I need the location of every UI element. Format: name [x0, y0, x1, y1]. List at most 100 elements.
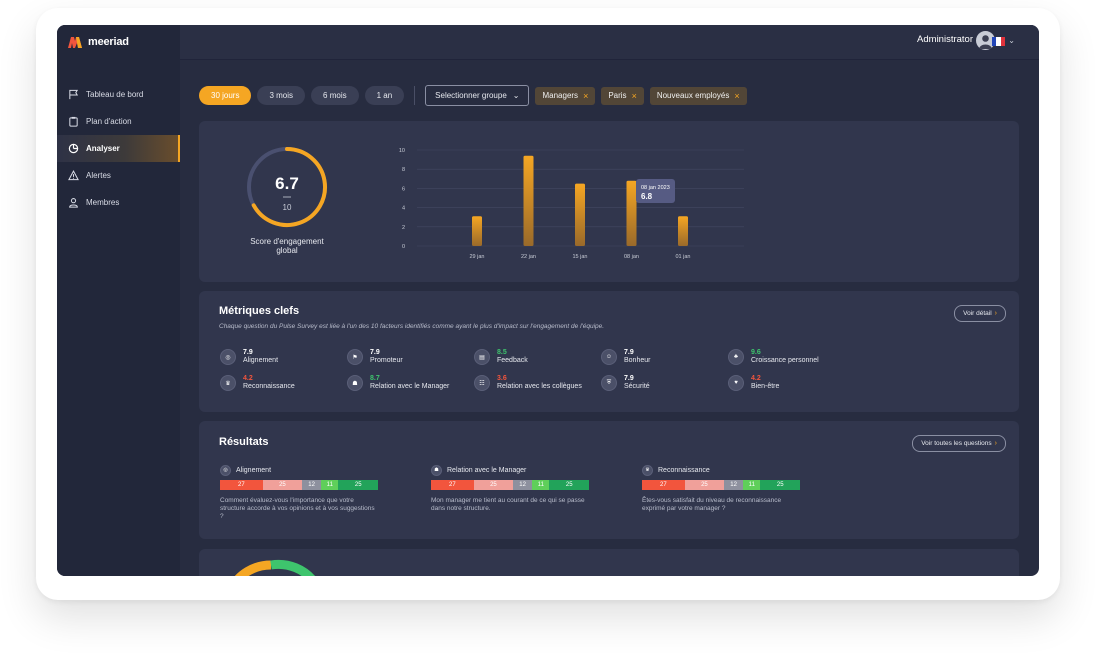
sidebar-item-plan-d-action[interactable]: Plan d'action	[57, 108, 180, 135]
results-title: Résultats	[219, 436, 269, 448]
hierarchy-icon: ☗	[431, 464, 442, 476]
sidebar-item-membres[interactable]: Membres	[57, 189, 180, 216]
sidebar-item-analyser[interactable]: Analyser	[57, 135, 180, 162]
sidebar-item-tableau-de-bord[interactable]: Tableau de bord	[57, 81, 180, 108]
result-name: Alignement	[236, 466, 272, 474]
voir-detail-button[interactable]: Voir détail ›	[954, 305, 1006, 322]
metric-bonheur[interactable]: ☺ 7.9 Bonheur	[601, 349, 728, 365]
metric-value: 7.9	[624, 375, 634, 382]
result-distribution-bar: 27 25 12 11 25	[220, 480, 378, 490]
sidebar-item-label: Plan d'action	[86, 117, 132, 126]
segment: 25	[473, 480, 514, 490]
sidebar-item-label: Membres	[86, 198, 120, 207]
chart-tooltip: 08 jan 2023 6.8	[636, 179, 675, 203]
avatar-icon[interactable]	[976, 31, 995, 50]
user-name[interactable]: Administrator	[917, 34, 973, 45]
metric-croissance-personnel[interactable]: ♣ 9.6 Croissance personnel	[728, 349, 855, 365]
pie-chart-icon	[68, 143, 79, 154]
result-distribution-bar: 27 25 12 11 25	[642, 480, 800, 490]
result-question: Comment évaluez-vous l'importance que vo…	[220, 497, 375, 520]
metric-securite[interactable]: ⛨ 7.9 Sécurité	[601, 375, 728, 391]
chevron-down-icon[interactable]: ⌄	[1008, 36, 1015, 45]
top-bar: Administrator ⌄	[180, 25, 1039, 60]
segment: 12	[302, 480, 322, 490]
voir-toutes-questions-button[interactable]: Voir toutes les questions ›	[912, 435, 1006, 452]
shield-icon: ⛨	[601, 375, 617, 391]
x-tick-label: 22 jan	[521, 254, 536, 260]
group-select-label: Selectionner groupe	[435, 91, 507, 100]
y-tick-label: 0	[402, 244, 405, 250]
close-icon[interactable]: ×	[583, 90, 589, 101]
sidebar: meeriad Tableau de bord Plan d'action An…	[57, 25, 180, 576]
segment: 25	[684, 480, 725, 490]
logo-text: meeriad	[88, 36, 129, 48]
segment: 12	[724, 480, 744, 490]
close-icon[interactable]: ×	[734, 90, 740, 101]
segment: 11	[532, 480, 550, 490]
tag-label: Paris	[608, 91, 627, 100]
metric-alignement[interactable]: ◎ 7.9 Alignement	[220, 349, 347, 365]
chart-bar[interactable]	[626, 180, 637, 246]
metric-relation-manager[interactable]: ☗ 8.7 Relation avec le Manager	[347, 375, 474, 391]
chart-bar[interactable]	[472, 216, 482, 246]
metrics-subtitle: Chaque question du Pulse Survey est liée…	[219, 323, 605, 330]
result-reconnaissance[interactable]: ♛ Reconnaissance 27 25 12 11 25 Êtes-vous…	[642, 464, 800, 521]
period-3-mois[interactable]: 3 mois	[257, 86, 306, 105]
chart-bar[interactable]	[575, 183, 585, 246]
metric-bien-etre[interactable]: ♥ 4.2 Bien-être	[728, 375, 855, 391]
group-select[interactable]: Selectionner groupe ⌄	[425, 85, 530, 106]
voir-detail-label: Voir détail	[963, 310, 992, 317]
y-tick-label: 4	[402, 206, 405, 212]
period-30-jours[interactable]: 30 jours	[199, 86, 252, 105]
close-icon[interactable]: ×	[631, 90, 637, 101]
logo[interactable]: meeriad	[67, 34, 129, 50]
segment: 25	[338, 480, 378, 490]
smile-icon: ☺	[601, 349, 617, 365]
result-name: Reconnaissance	[658, 466, 710, 474]
y-tick-label: 6	[402, 186, 405, 192]
tag-label: Managers	[542, 91, 579, 100]
metric-name: Alignement	[243, 357, 279, 364]
metric-value: 8.5	[497, 349, 507, 356]
logo-icon	[68, 37, 82, 48]
result-distribution-bar: 27 25 12 11 25	[431, 480, 589, 490]
metric-relation-collegues[interactable]: ☷ 3.6 Relation avec les collègues	[474, 375, 601, 391]
warning-icon	[68, 170, 79, 181]
french-flag-icon[interactable]	[992, 37, 1005, 46]
chevron-down-icon: ⌄	[512, 91, 520, 100]
metric-promoteur[interactable]: ⚑ 7.9 Promoteur	[347, 349, 474, 365]
score-gauge: 6.7 10	[247, 147, 327, 227]
segment: 27	[642, 480, 685, 490]
metric-name: Bien-être	[751, 383, 780, 390]
metric-name: Bonheur	[624, 357, 651, 364]
sidebar-item-alertes[interactable]: Alertes	[57, 162, 180, 189]
flag-icon: ⚑	[347, 349, 363, 365]
metric-reconnaissance[interactable]: ♛ 4.2 Reconnaissance	[220, 375, 347, 391]
chart-bar[interactable]	[523, 155, 534, 246]
sidebar-nav: Tableau de bord Plan d'action Analyser A…	[57, 81, 180, 216]
x-tick-label: 01 jan	[676, 254, 691, 260]
chat-icon: ▤	[474, 349, 490, 365]
tag-label: Nouveaux employés	[656, 91, 730, 100]
app-window: meeriad Tableau de bord Plan d'action An…	[57, 25, 1039, 576]
result-alignement[interactable]: ◎ Alignement 27 25 12 11 25 Comment évalu…	[220, 464, 378, 521]
growth-icon: ♣	[728, 349, 744, 365]
metric-name: Relation avec le Manager	[370, 383, 450, 390]
metric-value: 7.9	[624, 349, 634, 356]
y-tick-label: 2	[402, 225, 405, 231]
sidebar-item-label: Tableau de bord	[86, 90, 144, 99]
filter-tag-paris: Paris ×	[601, 86, 644, 105]
score-value: 6.7	[275, 174, 299, 193]
segment: 25	[262, 480, 303, 490]
metric-value: 7.9	[370, 349, 380, 356]
period-6-mois[interactable]: 6 mois	[311, 86, 359, 105]
metric-name: Promoteur	[370, 357, 403, 364]
engagement-bar-chart: 0 2 4 6 8 10 29 jan 22 jan 15 jan 08 jan 01 jan	[399, 148, 744, 260]
period-1-an[interactable]: 1 an	[364, 86, 405, 105]
result-relation-manager[interactable]: ☗ Relation avec le Manager 27 25 12 11 25…	[431, 464, 589, 521]
metric-name: Sécurité	[624, 383, 650, 390]
score-label-line1: Score d'engagement	[250, 237, 324, 246]
segment: 11	[321, 480, 339, 490]
metric-feedback[interactable]: ▤ 8.5 Feedback	[474, 349, 601, 365]
chart-bar[interactable]	[678, 216, 688, 246]
